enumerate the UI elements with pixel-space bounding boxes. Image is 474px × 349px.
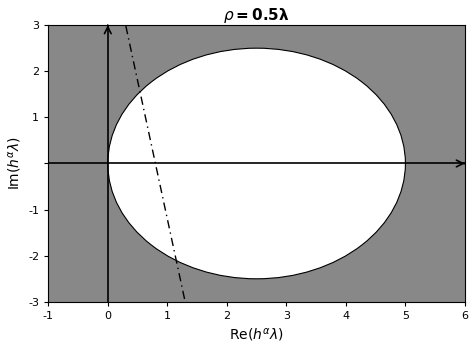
Y-axis label: Im($h^\alpha\lambda$): Im($h^\alpha\lambda$)	[6, 137, 23, 190]
Title: $\rho$$\mathbf{=0.5\lambda}$: $\rho$$\mathbf{=0.5\lambda}$	[223, 6, 290, 24]
X-axis label: Re($h^\alpha\lambda$): Re($h^\alpha\lambda$)	[229, 326, 284, 343]
Ellipse shape	[108, 48, 405, 279]
